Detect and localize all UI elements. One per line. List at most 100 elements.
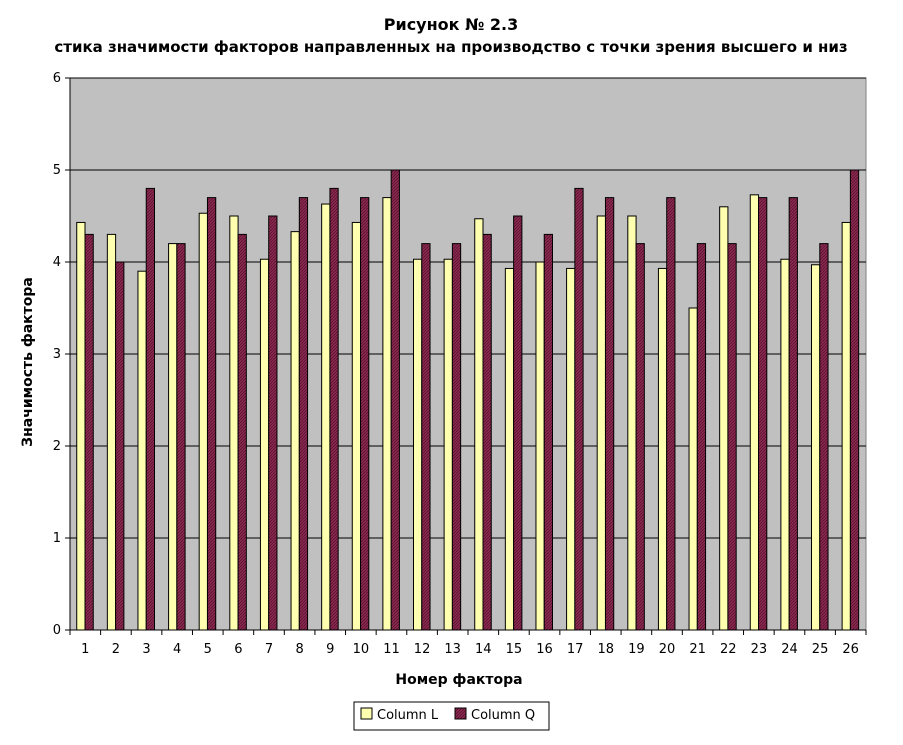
bar-column-q [513,215,523,631]
x-tick-label: 10 [353,642,370,657]
bar-column-l [413,258,423,631]
y-axis-title: Значимость фактора [20,277,36,447]
x-tick-label: 18 [597,642,614,657]
bar-column-l [719,206,729,631]
y-tick-label: 6 [53,71,61,86]
bar-column-q [666,197,676,631]
bar-column-l [229,215,239,631]
bar-column-l [382,197,392,631]
legend: Column L Column Q [353,701,550,731]
bar-column-l [168,243,178,631]
bar-column-l [290,231,300,631]
bar-column-q [237,233,247,631]
y-tick-labels: 0 1 2 3 4 5 6 [53,71,61,638]
bar-column-q [176,243,186,631]
bar-column-q [115,261,125,631]
x-tick-label: 11 [383,642,400,657]
x-tick-labels: 1 2 3 4 5 6 7 8 9 10 11 12 13 14 15 16 17 18 19 20 21 22 23 24 2… [81,642,859,657]
y-tick-label: 5 [53,163,61,178]
x-tick-label: 24 [781,642,798,657]
y-tick-label: 3 [53,347,61,362]
bar-column-l [259,258,270,631]
x-tick-label: 19 [628,642,645,657]
bar-column-l [749,194,760,631]
x-tick-label: 25 [812,642,829,657]
bar-column-q [696,243,707,631]
y-tick-label: 4 [53,255,61,270]
x-tick-label: 9 [326,642,334,657]
bar-column-q [604,197,615,631]
bar-column-l [76,221,86,631]
bar-column-q [298,197,309,631]
legend-label-column-q: Column Q [471,708,535,723]
x-tick-label: 6 [234,642,242,657]
bar-column-q [543,233,553,631]
bar-column-l [137,270,147,631]
bar-column-l [535,261,545,631]
x-tick-label: 3 [142,642,150,657]
bar-column-l [351,221,362,631]
bar-column-q [819,243,829,631]
x-tick-label: 2 [112,642,120,657]
bar-column-l [504,267,515,631]
bar-column-q [360,197,370,631]
chart-title: Рисунок № 2.3 [384,15,519,34]
x-tick-label: 4 [173,642,181,657]
x-tick-label: 21 [689,642,706,657]
x-tick-label: 17 [567,642,584,657]
bar-column-l [198,212,208,631]
bar-column-q [421,243,431,631]
x-tick-label: 14 [475,642,492,657]
x-tick-label: 12 [414,642,431,657]
bar-column-q [635,243,645,631]
legend-swatch-column-q [454,707,467,720]
bar-column-q [574,187,584,631]
chart-subtitle: стика значимости факторов направленных н… [54,38,847,56]
y-tick-label: 1 [53,531,61,546]
x-tick-label: 5 [204,642,212,657]
bar-column-q [329,187,339,631]
bar-column-q [84,233,94,631]
bar-column-l [627,215,637,631]
x-tick-label: 1 [81,642,89,657]
bar-column-l [780,258,790,631]
bar-column-l [443,258,453,631]
bar-column-q [145,187,155,631]
x-tick-label: 20 [659,642,676,657]
legend-label-column-l: Column L [377,708,439,723]
bar-column-q [390,169,400,631]
bar-column-q [727,243,737,631]
x-tick-label: 7 [265,642,273,657]
y-tick-label: 2 [53,439,61,454]
bar-column-q [482,233,492,631]
x-tick-label: 13 [444,642,461,657]
bar-column-q [788,197,798,631]
bar-column-l [596,215,606,631]
x-tick-label: 8 [295,642,303,657]
bar-column-q [758,197,768,631]
bar-column-q [849,169,860,631]
bar-column-l [657,267,668,631]
legend-box [353,701,550,731]
bar-column-q [268,215,278,631]
x-tick-label: 26 [842,642,859,657]
bar-column-l [811,264,821,631]
bar-column-l [106,233,117,631]
x-tick-label: 16 [536,642,553,657]
y-tick-label: 0 [53,623,61,638]
bar-column-l [566,267,576,631]
bar-column-l [688,307,698,631]
bar-column-q [451,243,462,631]
legend-swatch-column-l [360,707,373,720]
bar-column-l [474,218,484,631]
axes [65,77,867,635]
bars [76,169,860,631]
bar-column-l [321,203,331,631]
x-tick-label: 15 [506,642,523,657]
bar-column-q [206,197,217,631]
x-tick-label: 23 [751,642,768,657]
bar-column-l [841,221,851,631]
x-tick-label: 22 [720,642,737,657]
x-axis-title: Номер фактора [395,672,522,688]
